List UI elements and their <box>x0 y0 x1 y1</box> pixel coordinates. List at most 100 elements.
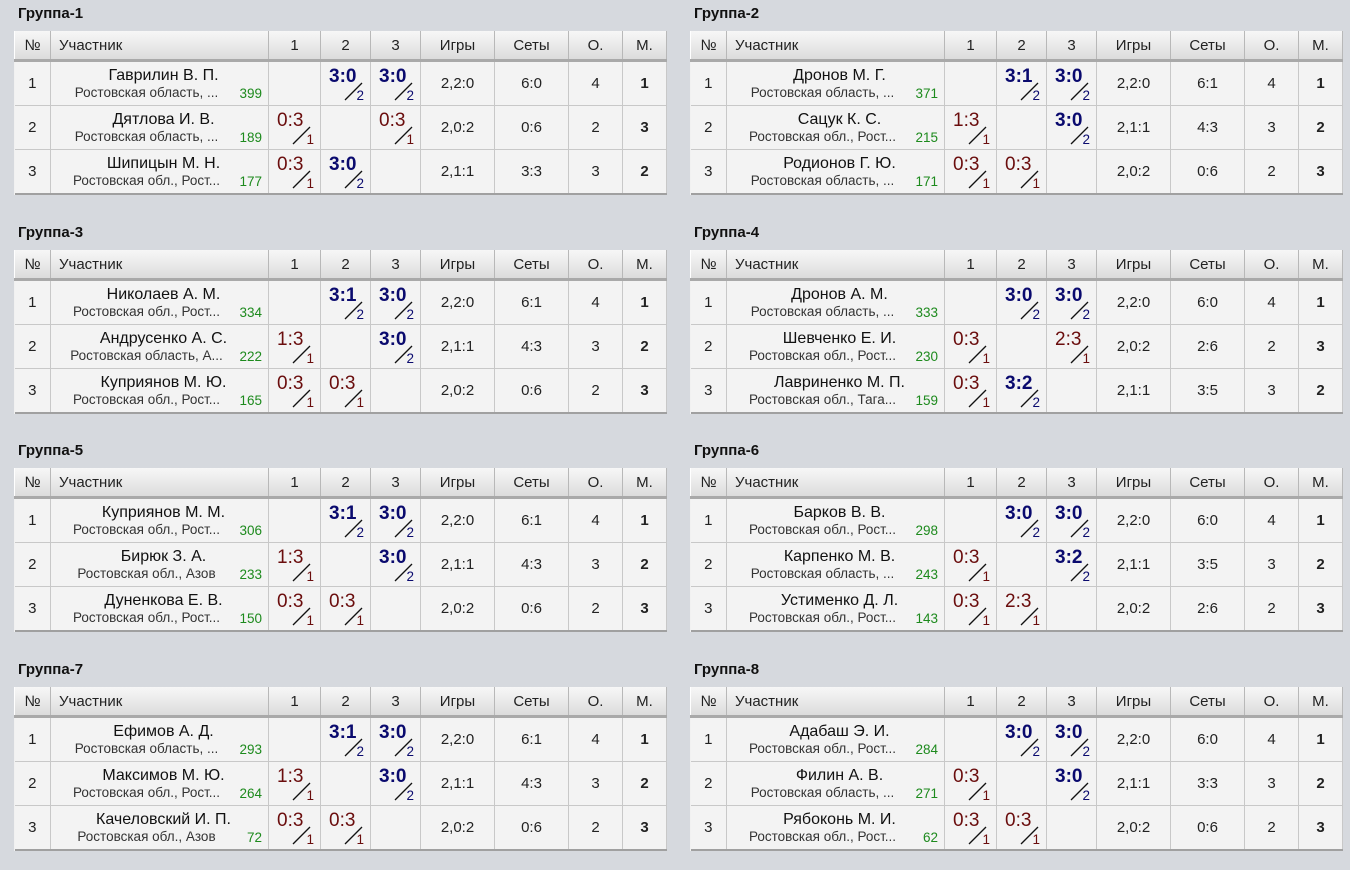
player-name[interactable]: Шевченко Е. И. <box>782 329 897 347</box>
player-cell[interactable]: Николаев А. М. Ростовская обл., Рост... 33… <box>50 279 269 325</box>
player-cell[interactable]: Дронов М. Г. Ростовская область, ... 371 <box>726 60 945 106</box>
player-name[interactable]: Бирюк З. А. <box>120 547 207 565</box>
match-result-cell[interactable]: 3:0 2 <box>996 497 1047 543</box>
match-result-cell[interactable]: 3:0 2 <box>370 60 421 106</box>
match-result-cell[interactable]: 1:3 1 <box>268 542 321 587</box>
column-header-c3[interactable]: 3 <box>370 687 421 717</box>
match-result-cell[interactable]: 3:0 2 <box>320 60 371 106</box>
column-header-player[interactable]: Участник <box>726 687 945 717</box>
match-result-cell[interactable]: 3:0 2 <box>996 716 1047 762</box>
table-row[interactable]: 1 Куприянов М. М. Ростовская обл., Рост...… <box>14 497 667 543</box>
column-header-player[interactable]: Участник <box>50 250 269 280</box>
column-header-c3[interactable]: 3 <box>1046 687 1097 717</box>
player-name[interactable]: Сацук К. С. <box>797 110 882 128</box>
match-result-cell[interactable]: 3:0 2 <box>1046 105 1097 150</box>
table-row[interactable]: 2 Максимов М. Ю. Ростовская обл., Рост... 2… <box>14 761 667 806</box>
match-result-cell[interactable]: 3:0 2 <box>1046 60 1097 106</box>
column-header-place[interactable]: М. <box>1298 468 1343 498</box>
player-name[interactable]: Максимов М. Ю. <box>102 766 225 784</box>
match-result-cell[interactable]: 0:3 1 <box>320 805 371 851</box>
column-header-c2[interactable]: 2 <box>996 687 1047 717</box>
player-cell[interactable]: Филин А. В. Ростовская область, ... 271 <box>726 761 945 806</box>
table-row[interactable]: 3 Качеловский И. П. Ростовская обл., Азов 7… <box>14 805 667 851</box>
player-cell[interactable]: Карпенко М. В. Ростовская область, ... 243 <box>726 542 945 587</box>
column-header-c2[interactable]: 2 <box>996 250 1047 280</box>
match-result-cell[interactable]: 0:3 1 <box>268 105 321 150</box>
player-cell[interactable]: Барков В. В. Ростовская обл., Рост... 298 <box>726 497 945 543</box>
match-result-cell[interactable]: 3:2 2 <box>1046 542 1097 587</box>
column-header-sets[interactable]: Сеты <box>1170 250 1245 280</box>
table-row[interactable]: 3 Шипицын М. Н. Ростовская обл., Рост... 17… <box>14 149 667 195</box>
player-cell[interactable]: Гаврилин В. П. Ростовская область, ... 399 <box>50 60 269 106</box>
player-name[interactable]: Рябоконь М. И. <box>783 810 896 828</box>
player-cell[interactable]: Шевченко Е. И. Ростовская обл., Рост... 23… <box>726 324 945 369</box>
player-cell[interactable]: Ефимов А. Д. Ростовская область, ... 293 <box>50 716 269 762</box>
table-row[interactable]: 1 Дронов А. М. Ростовская область, ... 333 3… <box>690 279 1343 325</box>
player-name[interactable]: Гаврилин В. П. <box>108 66 219 84</box>
player-name[interactable]: Устименко Д. Л. <box>780 591 899 609</box>
column-header-c3[interactable]: 3 <box>1046 31 1097 61</box>
column-header-player[interactable]: Участник <box>726 31 945 61</box>
player-name[interactable]: Дуненкова Е. В. <box>104 591 223 609</box>
match-result-cell[interactable]: 3:0 2 <box>370 497 421 543</box>
match-result-cell[interactable]: 3:0 2 <box>370 761 421 806</box>
player-name[interactable]: Качеловский И. П. <box>96 810 231 828</box>
table-row[interactable]: 3 Дуненкова Е. В. Ростовская обл., Рост...… <box>14 586 667 632</box>
table-row[interactable]: 2 Шевченко Е. И. Ростовская обл., Рост... 2… <box>690 324 1343 369</box>
column-header-c3[interactable]: 3 <box>370 31 421 61</box>
column-header-c3[interactable]: 3 <box>1046 250 1097 280</box>
column-header-c2[interactable]: 2 <box>320 468 371 498</box>
match-result-cell[interactable]: 0:3 1 <box>268 805 321 851</box>
match-result-cell[interactable]: 1:3 1 <box>268 761 321 806</box>
column-header-c2[interactable]: 2 <box>996 468 1047 498</box>
player-cell[interactable]: Дронов А. М. Ростовская область, ... 333 <box>726 279 945 325</box>
table-row[interactable]: 1 Ефимов А. Д. Ростовская область, ... 293 3… <box>14 716 667 762</box>
column-header-c1[interactable]: 1 <box>268 468 321 498</box>
column-header-c1[interactable]: 1 <box>268 250 321 280</box>
match-result-cell[interactable]: 3:0 2 <box>1046 279 1097 325</box>
column-header-sets[interactable]: Сеты <box>494 687 569 717</box>
column-header-c2[interactable]: 2 <box>320 687 371 717</box>
column-header-num[interactable]: № <box>14 687 51 717</box>
match-result-cell[interactable]: 1:3 1 <box>268 324 321 369</box>
match-result-cell[interactable]: 0:3 1 <box>370 105 421 150</box>
player-name[interactable]: Дронов М. Г. <box>793 66 886 84</box>
match-result-cell[interactable]: 0:3 1 <box>268 586 321 632</box>
player-cell[interactable]: Дятлова И. В. Ростовская область, ... 189 <box>50 105 269 150</box>
column-header-games[interactable]: Игры <box>420 468 495 498</box>
match-result-cell[interactable]: 3:0 2 <box>370 279 421 325</box>
table-row[interactable]: 3 Родионов Г. Ю. Ростовская область, ... 17… <box>690 149 1343 195</box>
column-header-num[interactable]: № <box>690 468 727 498</box>
match-result-cell[interactable]: 3:1 2 <box>320 716 371 762</box>
column-header-place[interactable]: М. <box>1298 31 1343 61</box>
player-name[interactable]: Дронов А. М. <box>791 285 888 303</box>
column-header-c1[interactable]: 1 <box>268 687 321 717</box>
player-cell[interactable]: Шипицын М. Н. Ростовская обл., Рост... 177 <box>50 149 269 195</box>
table-row[interactable]: 2 Карпенко М. В. Ростовская область, ... 24… <box>690 542 1343 587</box>
column-header-player[interactable]: Участник <box>50 468 269 498</box>
column-header-num[interactable]: № <box>690 687 727 717</box>
table-row[interactable]: 1 Гаврилин В. П. Ростовская область, ... 39… <box>14 60 667 106</box>
player-cell[interactable]: Дуненкова Е. В. Ростовская обл., Рост... 1… <box>50 586 269 632</box>
player-cell[interactable]: Адабаш Э. И. Ростовская обл., Рост... 284 <box>726 716 945 762</box>
column-header-c1[interactable]: 1 <box>944 31 997 61</box>
match-result-cell[interactable]: 3:0 2 <box>370 542 421 587</box>
match-result-cell[interactable]: 2:3 1 <box>1046 324 1097 369</box>
match-result-cell[interactable]: 0:3 1 <box>944 149 997 195</box>
player-name[interactable]: Николаев А. М. <box>106 285 221 303</box>
match-result-cell[interactable]: 0:3 1 <box>996 805 1047 851</box>
column-header-games[interactable]: Игры <box>1096 250 1171 280</box>
column-header-points[interactable]: О. <box>1244 250 1299 280</box>
match-result-cell[interactable]: 0:3 1 <box>944 368 997 414</box>
match-result-cell[interactable]: 0:3 1 <box>944 324 997 369</box>
column-header-games[interactable]: Игры <box>1096 468 1171 498</box>
column-header-player[interactable]: Участник <box>50 687 269 717</box>
column-header-num[interactable]: № <box>14 250 51 280</box>
column-header-c3[interactable]: 3 <box>370 250 421 280</box>
column-header-player[interactable]: Участник <box>726 468 945 498</box>
match-result-cell[interactable]: 3:0 2 <box>996 279 1047 325</box>
player-name[interactable]: Шипицын М. Н. <box>106 154 221 172</box>
match-result-cell[interactable]: 0:3 1 <box>944 805 997 851</box>
table-row[interactable]: 3 Лавриненко М. П. Ростовская обл., Тага..… <box>690 368 1343 414</box>
column-header-games[interactable]: Игры <box>420 31 495 61</box>
